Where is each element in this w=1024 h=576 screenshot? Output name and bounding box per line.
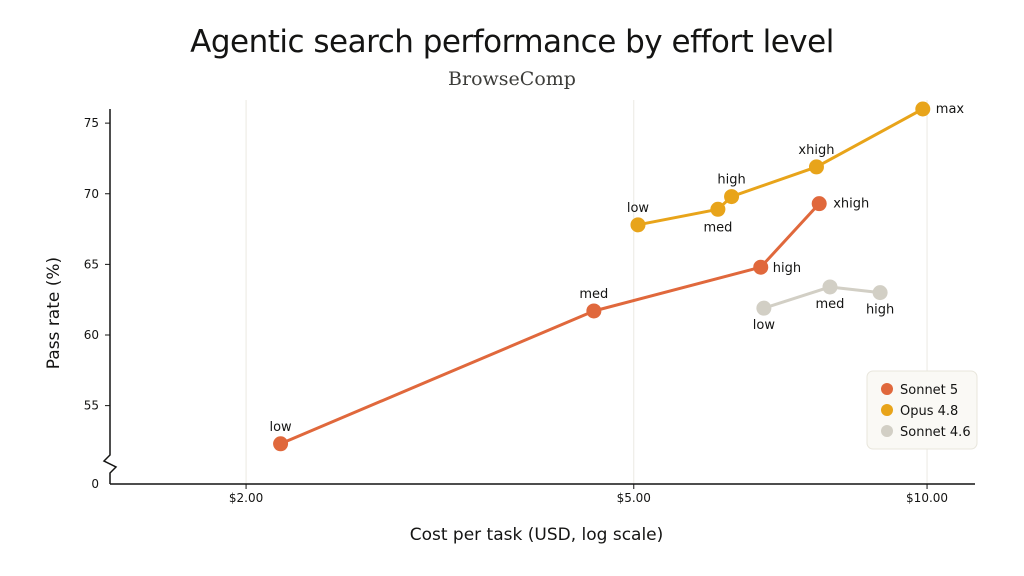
y-tick-label: 75: [84, 116, 99, 130]
x-tick-label: $5.00: [617, 491, 651, 505]
series-layer: [273, 101, 931, 452]
data-label: low: [269, 420, 292, 435]
legend-swatch: [881, 404, 893, 416]
data-label: low: [753, 318, 776, 333]
legend-swatch: [881, 383, 893, 395]
data-point: [756, 300, 772, 316]
legend-label: Sonnet 4.6: [900, 425, 971, 440]
series-line: [637, 107, 924, 227]
data-point: [808, 159, 824, 175]
y-axis-line: [102, 109, 118, 484]
data-label: xhigh: [833, 197, 869, 212]
y-tick-label: 65: [84, 257, 99, 271]
data-label: med: [703, 220, 732, 235]
chart-subtitle: BrowseComp: [448, 68, 576, 90]
legend-box: [866, 370, 978, 450]
data-point: [273, 436, 289, 452]
data-point: [586, 303, 602, 319]
series-line: [280, 202, 821, 446]
data-label: high: [717, 173, 745, 188]
x-tick-label: $10.00: [906, 491, 948, 505]
data-point: [630, 217, 646, 233]
data-point: [822, 279, 838, 295]
data-point: [811, 196, 827, 212]
point-label-layer: low med high xhigh low med high xhigh max low med h…: [269, 102, 964, 435]
data-point: [724, 189, 740, 205]
y-tick-label: 55: [84, 399, 99, 413]
data-label: xhigh: [798, 143, 834, 158]
data-point: [710, 201, 726, 217]
data-label: high: [773, 261, 801, 276]
legend-label: Sonnet 5: [900, 383, 958, 398]
y-tick-label: 60: [84, 328, 99, 342]
data-point: [753, 259, 769, 275]
x-tick-label: $2.00: [229, 491, 263, 505]
data-label: high: [866, 303, 894, 318]
legend-label: Opus 4.8: [900, 404, 958, 419]
data-point: [915, 101, 931, 117]
y-tick-label: 70: [84, 187, 99, 201]
x-axis-title: Cost per task (USD, log scale): [410, 525, 664, 545]
chart-title: Agentic search performance by effort lev…: [190, 24, 834, 60]
data-point: [872, 285, 888, 301]
y-tick-label-zero: 0: [91, 477, 99, 491]
data-label: low: [627, 201, 650, 216]
y-axis-title: Pass rate (%): [44, 257, 64, 369]
data-label: max: [936, 102, 965, 117]
legend: Sonnet 5 Opus 4.8 Sonnet 4.6: [866, 370, 978, 450]
legend-swatch: [881, 425, 893, 437]
axis-layer: $2.00 $5.00 $10.00 75 70 65 60 55 0 Cost per task…: [44, 109, 975, 545]
data-label: med: [579, 287, 608, 302]
data-label: med: [816, 297, 845, 312]
